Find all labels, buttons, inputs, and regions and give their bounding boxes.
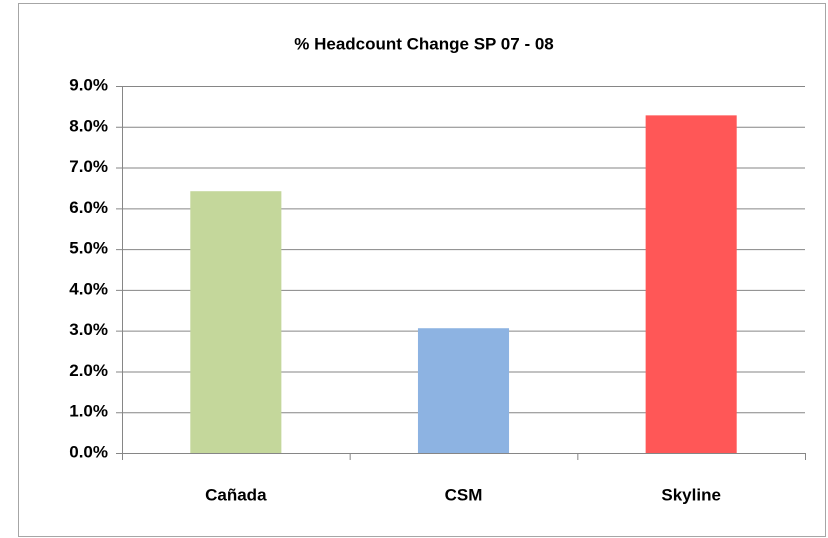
y-tick-label: 2.0% bbox=[69, 361, 108, 380]
y-tick-label: 1.0% bbox=[69, 402, 108, 421]
bar bbox=[645, 115, 737, 454]
x-tick-label: Skyline bbox=[661, 485, 721, 504]
y-tick-label: 7.0% bbox=[69, 157, 108, 176]
y-tick-label: 5.0% bbox=[69, 239, 108, 258]
bar bbox=[417, 328, 510, 453]
y-tick-label: 9.0% bbox=[69, 75, 108, 94]
y-tick-label: 6.0% bbox=[69, 198, 108, 217]
y-tick-label: 4.0% bbox=[69, 279, 108, 298]
x-tick-label: CSM bbox=[445, 485, 483, 504]
bar bbox=[190, 191, 282, 453]
chart-title: % Headcount Change SP 07 - 08 bbox=[294, 34, 553, 53]
y-tick-label: 8.0% bbox=[69, 116, 108, 135]
y-tick-label: 3.0% bbox=[69, 320, 108, 339]
x-tick-label: Cañada bbox=[205, 485, 267, 504]
y-tick-label: 0.0% bbox=[69, 442, 108, 461]
